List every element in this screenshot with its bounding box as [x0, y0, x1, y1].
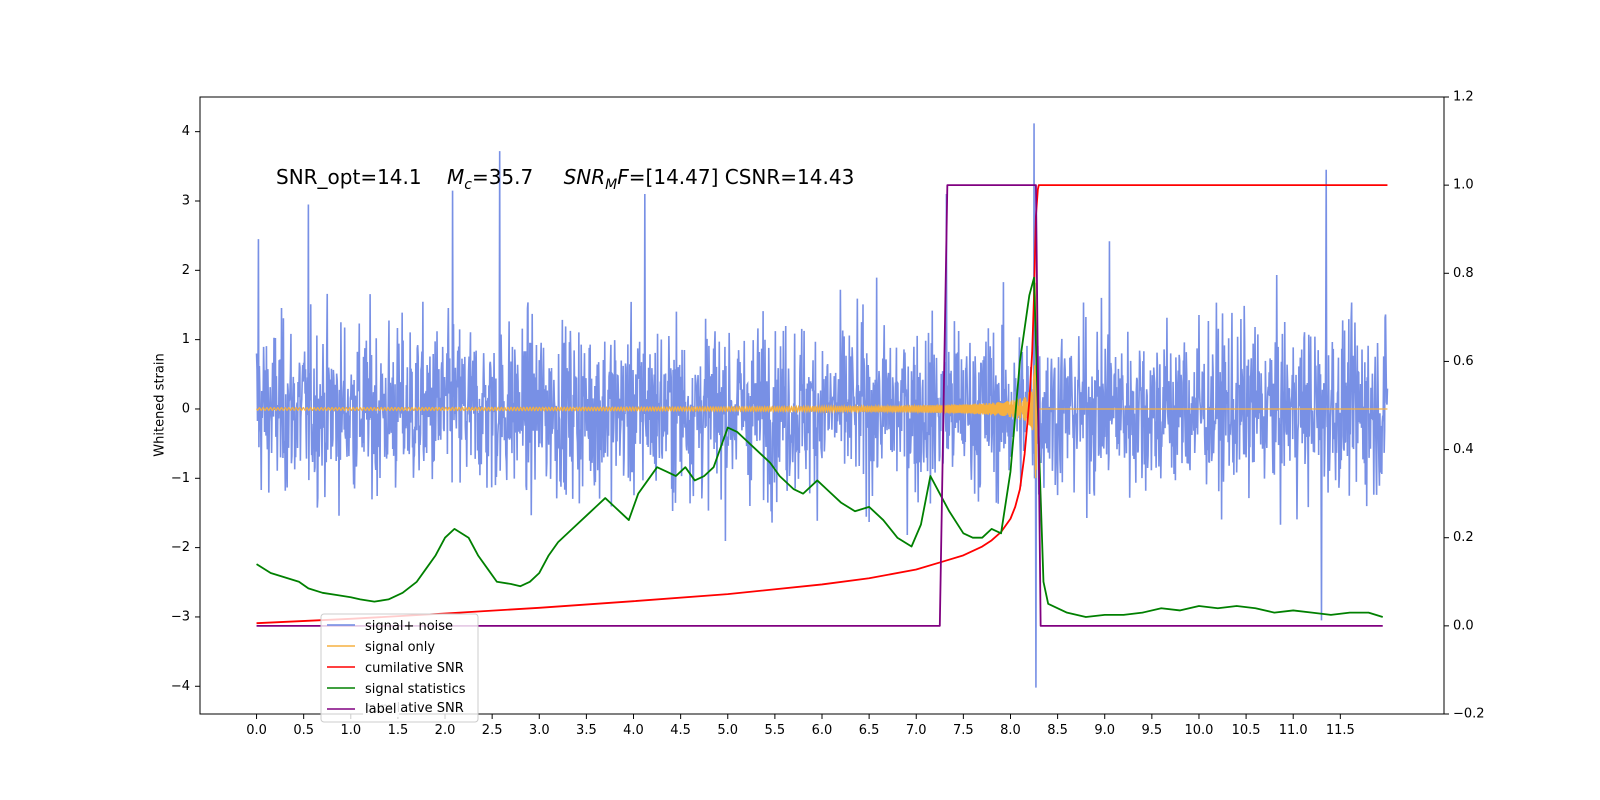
y-left-tick-label-0: 4 — [182, 124, 190, 139]
legend-box — [320, 613, 479, 723]
y-right-tick-label-1: 1.0 — [1453, 178, 1474, 193]
y-left-tick-label-1: 3 — [182, 193, 190, 208]
x-tick-label-6: 3.0 — [529, 723, 550, 738]
legend-label-bg — [363, 700, 399, 717]
y-left-tick-label-4: 0 — [182, 401, 190, 416]
legend: cumilative SNR signal+ noise signal only… — [320, 613, 479, 723]
y-left-tick-label-8: −4 — [171, 679, 190, 694]
x-tick-label-16: 8.0 — [1000, 723, 1021, 738]
series-layer — [255, 123, 1389, 688]
x-tick-label-12: 6.0 — [812, 723, 833, 738]
x-tick-label-5: 2.5 — [482, 723, 503, 738]
x-tick-label-18: 9.0 — [1094, 723, 1115, 738]
annotation-snrmf-italic: F — [617, 165, 629, 189]
y-right-tick-label-7: −0.2 — [1453, 707, 1485, 722]
x-tick-label-20: 10.0 — [1184, 723, 1213, 738]
y-left-tick-label-3: 1 — [182, 332, 190, 347]
x-tick-label-19: 9.5 — [1142, 723, 1163, 738]
legend-label-signal-only: signal only — [365, 640, 435, 655]
series-label — [256, 184, 1383, 627]
y-left-tick-label-5: −1 — [171, 471, 190, 486]
x-tick-label-7: 3.5 — [576, 723, 597, 738]
annotation-mc-sub: c — [464, 177, 472, 193]
annotation-mc-label: M — [447, 165, 464, 189]
legend-label-cumulative-snr: cumilative SNR — [365, 661, 464, 676]
y-right-tick-label-4: 0.4 — [1453, 442, 1474, 457]
x-tick-label-13: 6.5 — [859, 723, 880, 738]
legend-label-signal-statistics: signal statistics — [365, 682, 466, 697]
x-tick-label-9: 4.5 — [670, 723, 691, 738]
x-tick-label-15: 7.5 — [953, 723, 974, 738]
x-axis: 0.0 0.5 1.0 1.5 2.0 2.5 3.0 3.5 4.0 4.5 5.0 5.5 6.0 6… — [246, 714, 1355, 738]
y-right-tick-label-5: 0.2 — [1453, 530, 1474, 545]
x-tick-label-0: 0.0 — [246, 723, 267, 738]
x-tick-label-3: 1.5 — [388, 723, 409, 738]
x-tick-label-10: 5.0 — [717, 723, 738, 738]
y-right-tick-label-3: 0.6 — [1453, 354, 1474, 369]
annotation-snr-opt: SNR_opt=14.1 — [276, 165, 422, 189]
x-tick-label-8: 4.0 — [623, 723, 644, 738]
x-tick-label-14: 7.0 — [906, 723, 927, 738]
x-tick-label-1: 0.5 — [293, 723, 314, 738]
y-right-tick-label-2: 0.8 — [1453, 266, 1474, 281]
y-axis-title: Whitened strain — [153, 353, 168, 456]
x-tick-label-11: 5.5 — [765, 723, 786, 738]
y-axis-left: 4 3 2 1 0 −1 −2 −3 −4 — [171, 124, 200, 694]
x-tick-label-22: 11.0 — [1279, 723, 1308, 738]
x-tick-label-4: 2.0 — [435, 723, 456, 738]
series-signal-noise — [255, 123, 1389, 688]
y-right-tick-label-0: 1.2 — [1453, 90, 1474, 105]
x-tick-label-17: 8.5 — [1047, 723, 1068, 738]
y-right-tick-label-6: 0.0 — [1453, 618, 1474, 633]
y-axis-right: 1.2 1.0 0.8 0.6 0.4 0.2 0.0 −0.2 — [1444, 90, 1485, 722]
y-left-tick-label-6: −2 — [171, 540, 190, 555]
y-left-tick-label-7: −3 — [171, 609, 190, 624]
series-signal-only — [256, 282, 1388, 479]
x-tick-label-2: 1.0 — [340, 723, 361, 738]
legend-label-label: label — [365, 702, 396, 717]
x-tick-label-23: 11.5 — [1326, 723, 1355, 738]
legend-label-signal-noise: signal+ noise — [365, 619, 453, 634]
annotation-snrmf-label: SNR — [564, 165, 606, 189]
x-tick-label-21: 10.5 — [1232, 723, 1261, 738]
annotation: SNR_opt=14.1 Mc=35.7 SNRMF=[14.47] CSNR=… — [276, 165, 854, 193]
annotation-mc-value: =35.7 — [472, 165, 533, 189]
series-cumilative-snr — [256, 184, 1388, 625]
annotation-snrmf-sub: M — [605, 177, 617, 193]
y-left-tick-label-2: 2 — [182, 263, 190, 278]
annotation-snrmf-value: =[14.47] CSNR=14.43 — [629, 165, 855, 189]
